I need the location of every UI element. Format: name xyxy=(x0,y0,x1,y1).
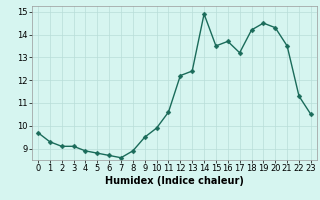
X-axis label: Humidex (Indice chaleur): Humidex (Indice chaleur) xyxy=(105,176,244,186)
